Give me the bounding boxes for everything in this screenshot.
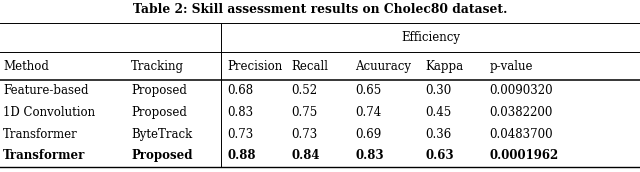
Text: 0.75: 0.75	[291, 106, 317, 119]
Text: 0.88: 0.88	[227, 149, 256, 163]
Text: Proposed: Proposed	[131, 84, 187, 97]
Text: 0.65: 0.65	[355, 84, 381, 97]
Text: 0.36: 0.36	[426, 128, 452, 141]
Text: ByteTrack: ByteTrack	[131, 128, 193, 141]
Text: 0.73: 0.73	[227, 128, 253, 141]
Text: Proposed: Proposed	[131, 106, 187, 119]
Text: Kappa: Kappa	[426, 60, 464, 73]
Text: 0.0382200: 0.0382200	[490, 106, 553, 119]
Text: 0.0090320: 0.0090320	[490, 84, 553, 97]
Text: 0.83: 0.83	[355, 149, 384, 163]
Text: Proposed: Proposed	[131, 149, 193, 163]
Text: p-value: p-value	[490, 60, 533, 73]
Text: Tracking: Tracking	[131, 60, 184, 73]
Text: 1D Convolution: 1D Convolution	[3, 106, 95, 119]
Text: Table 2: Skill assessment results on Cholec80 dataset.: Table 2: Skill assessment results on Cho…	[133, 3, 507, 16]
Text: Method: Method	[3, 60, 49, 73]
Text: Acuuracy: Acuuracy	[355, 60, 412, 73]
Text: Transformer: Transformer	[3, 128, 78, 141]
Text: Transformer: Transformer	[3, 149, 86, 163]
Text: 0.68: 0.68	[227, 84, 253, 97]
Text: Efficiency: Efficiency	[401, 31, 460, 44]
Text: 0.45: 0.45	[426, 106, 452, 119]
Text: 0.0483700: 0.0483700	[490, 128, 553, 141]
Text: 0.0001962: 0.0001962	[490, 149, 559, 163]
Text: 0.83: 0.83	[227, 106, 253, 119]
Text: 0.63: 0.63	[426, 149, 454, 163]
Text: Precision: Precision	[227, 60, 282, 73]
Text: 0.69: 0.69	[355, 128, 381, 141]
Text: Recall: Recall	[291, 60, 328, 73]
Text: 0.30: 0.30	[426, 84, 452, 97]
Text: 0.74: 0.74	[355, 106, 381, 119]
Text: 0.52: 0.52	[291, 84, 317, 97]
Text: 0.84: 0.84	[291, 149, 320, 163]
Text: Feature-based: Feature-based	[3, 84, 89, 97]
Text: 0.73: 0.73	[291, 128, 317, 141]
